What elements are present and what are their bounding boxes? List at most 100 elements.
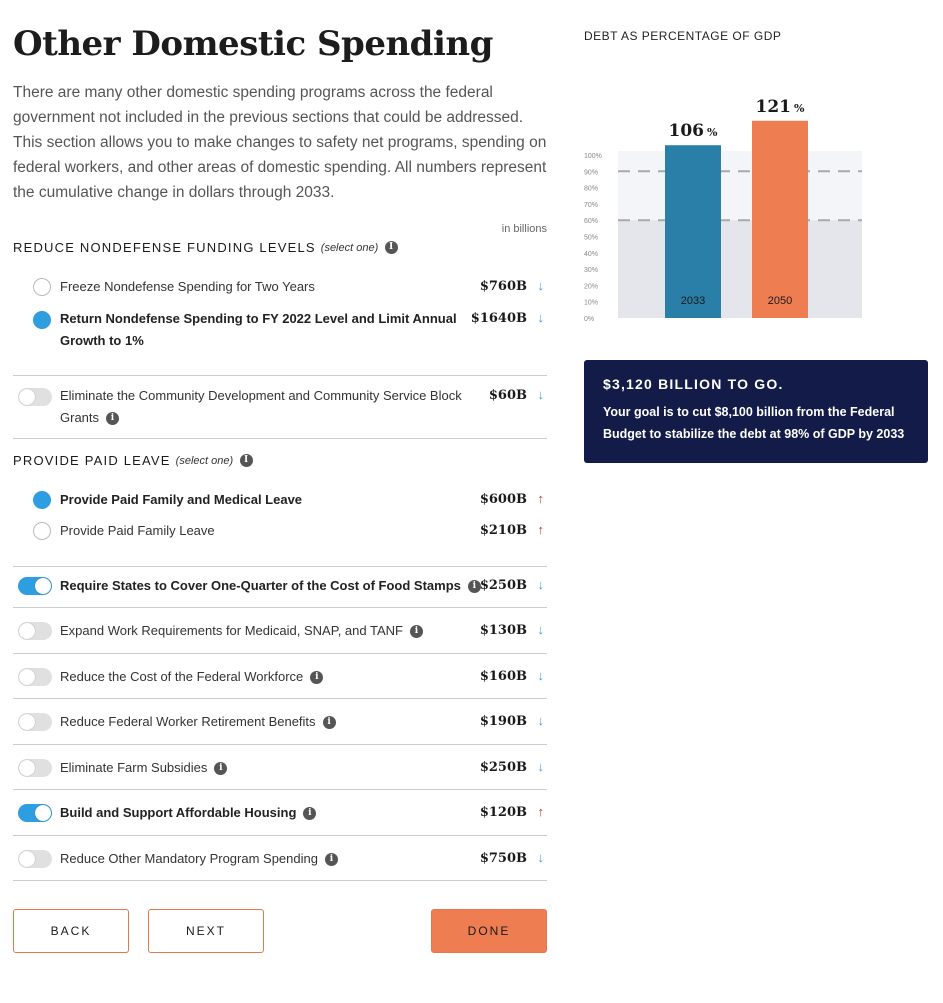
info-icon[interactable]: i: [324, 853, 338, 867]
main-panel: Other Domestic Spending There are many o…: [13, 22, 547, 953]
bar-value-suffix: %: [794, 102, 805, 115]
divider: [13, 744, 547, 745]
option-return-nondefense[interactable]: Return Nondefense Spending to FY 2022 Le…: [13, 308, 547, 352]
info-icon[interactable]: i: [322, 716, 336, 730]
toggle-switch-on[interactable]: [18, 804, 52, 822]
section-title-nondefense: Reduce Nondefense Funding Levels (select…: [13, 240, 399, 255]
info-icon[interactable]: i: [303, 807, 317, 821]
chart-band-lower: [618, 220, 862, 318]
toggle-switch[interactable]: [18, 388, 52, 406]
section-title-text: Reduce Nondefense Funding Levels: [13, 240, 316, 255]
toggle-switch[interactable]: [18, 713, 52, 731]
info-icon[interactable]: i: [310, 671, 324, 685]
goal-title: $3,120 BILLION TO GO.: [603, 376, 784, 392]
select-one-note: (select one): [320, 241, 379, 254]
y-tick-label: 40%: [584, 251, 598, 258]
amount-value: $750B: [479, 851, 527, 866]
info-icon[interactable]: i: [214, 762, 228, 776]
toggle-label: Require States to Cover One-Quarter of t…: [60, 575, 481, 597]
arrow-down-icon: ↓: [537, 577, 545, 592]
info-icon[interactable]: i: [240, 454, 254, 467]
y-tick-label: 60%: [584, 218, 598, 225]
amount-value: $160B: [479, 669, 527, 684]
bar-2050: [752, 120, 808, 318]
intro-text: There are many other domestic spending p…: [13, 84, 547, 201]
goal-text: Your goal is to cut $8,100 billion from …: [603, 405, 905, 441]
amount-value: $130B: [479, 623, 527, 638]
divider: [13, 607, 547, 608]
y-tick-label: 50%: [584, 235, 598, 242]
info-icon[interactable]: i: [467, 580, 481, 594]
amount-value: $760B: [479, 279, 527, 294]
toggle-switch-on[interactable]: [18, 577, 52, 595]
y-tick-label: 100%: [584, 153, 602, 160]
toggle-label: Build and Support Affordable Housing i: [60, 802, 317, 824]
info-icon[interactable]: i: [106, 412, 120, 426]
y-tick-label: 80%: [584, 186, 598, 193]
toggle-row-affordable-housing[interactable]: Build and Support Affordable Housing i $1…: [13, 802, 547, 824]
info-icon[interactable]: i: [385, 241, 399, 254]
toggle-row-farm-subsidies[interactable]: Eliminate Farm Subsidies i $250B ↓: [13, 757, 547, 779]
debt-chart: 0% 10% 20% 30% 40% 50% 60% 70% 80% 90% 100% 2033 106…: [584, 97, 862, 323]
y-tick-label: 70%: [584, 202, 598, 209]
toggle-row-federal-workforce[interactable]: Reduce the Cost of the Federal Workforce…: [13, 666, 547, 688]
units-label: in billions: [501, 223, 547, 235]
radio-button[interactable]: [33, 278, 51, 296]
option-paid-family-medical-leave[interactable]: Provide Paid Family and Medical Leave $6…: [13, 489, 547, 511]
divider: [13, 698, 547, 699]
toggle-label-text: Reduce Federal Worker Retirement Benefit…: [60, 714, 316, 729]
bar-value-label: 106%: [669, 121, 719, 141]
divider: [13, 375, 547, 376]
toggle-label-line2: Grants i: [60, 407, 120, 429]
next-button[interactable]: NEXT: [148, 909, 264, 953]
radio-button-selected[interactable]: [33, 311, 51, 329]
toggle-label: Expand Work Requirements for Medicaid, S…: [60, 620, 423, 642]
arrow-up-icon: ↑: [537, 522, 545, 537]
amount-value: $1640B: [470, 311, 527, 326]
chart-title: Debt as Percentage of GDP: [584, 29, 782, 43]
toggle-row-mandatory-spending[interactable]: Reduce Other Mandatory Program Spending i…: [13, 848, 547, 870]
amount-value: $250B: [479, 578, 527, 593]
toggle-switch[interactable]: [18, 622, 52, 640]
toggle-row-retirement-benefits[interactable]: Reduce Federal Worker Retirement Benefit…: [13, 711, 547, 733]
toggle-row-food-stamps[interactable]: Require States to Cover One-Quarter of t…: [13, 575, 547, 597]
divider: [13, 438, 547, 439]
bar-2033: [665, 145, 721, 318]
option-freeze-nondefense[interactable]: Freeze Nondefense Spending for Two Years…: [13, 276, 547, 298]
toggle-label-text: Reduce Other Mandatory Program Spending: [60, 851, 318, 866]
toggle-label-line2-text: Grants: [60, 410, 100, 425]
arrow-up-icon: ↑: [537, 804, 545, 819]
arrow-down-icon: ↓: [537, 713, 545, 728]
toggle-row-block-grants[interactable]: Eliminate the Community Development and …: [13, 385, 547, 429]
arrow-up-icon: ↑: [537, 491, 545, 506]
toggle-switch[interactable]: [18, 759, 52, 777]
option-paid-family-leave[interactable]: Provide Paid Family Leave $210B ↑: [13, 520, 547, 542]
toggle-label: Reduce the Cost of the Federal Workforce…: [60, 666, 324, 688]
radio-button-selected[interactable]: [33, 491, 51, 509]
toggle-label: Eliminate Farm Subsidies i: [60, 757, 228, 779]
toggle-label-text: Eliminate Farm Subsidies: [60, 760, 208, 775]
toggle-label-text: Require States to Cover One-Quarter of t…: [60, 578, 461, 593]
divider: [13, 835, 547, 836]
amount-value: $60B: [488, 388, 527, 403]
divider: [13, 880, 547, 881]
back-button[interactable]: BACK: [13, 909, 129, 953]
toggle-switch[interactable]: [18, 850, 52, 868]
bar-value-suffix: %: [707, 126, 718, 139]
divider: [13, 789, 547, 790]
option-label: Return Nondefense Spending to FY 2022 Le…: [60, 311, 457, 326]
arrow-down-icon: ↓: [537, 278, 545, 293]
toggle-switch[interactable]: [18, 668, 52, 686]
radio-button[interactable]: [33, 522, 51, 540]
arrow-down-icon: ↓: [537, 850, 545, 865]
arrow-down-icon: ↓: [537, 668, 545, 683]
option-label: Provide Paid Family Leave: [60, 523, 215, 538]
toggle-label-text: Build and Support Affordable Housing: [60, 805, 297, 820]
chart-band-upper: [618, 151, 862, 221]
toggle-label: Reduce Other Mandatory Program Spending i: [60, 848, 338, 870]
info-icon[interactable]: i: [409, 625, 423, 639]
toggle-row-work-requirements[interactable]: Expand Work Requirements for Medicaid, S…: [13, 620, 547, 642]
done-button[interactable]: DONE: [431, 909, 547, 953]
toggle-label-text: Reduce the Cost of the Federal Workforce: [60, 669, 304, 684]
arrow-down-icon: ↓: [537, 759, 545, 774]
